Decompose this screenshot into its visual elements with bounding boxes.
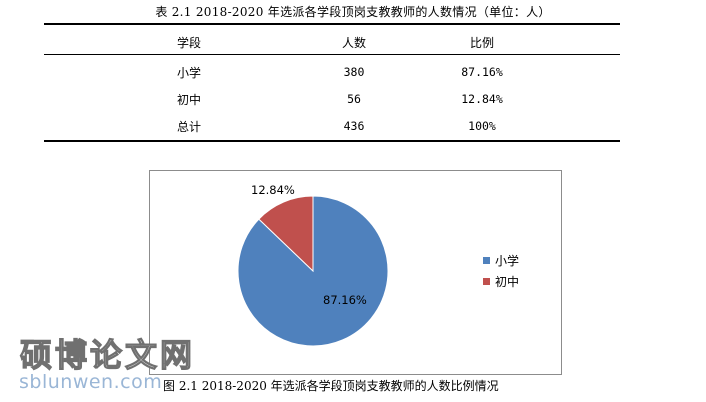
data-label-junior: 12.84% <box>251 183 295 197</box>
row-junior-count: 56 <box>347 92 361 106</box>
watermark-text-cn: 硕博论文网 <box>19 335 196 374</box>
watermark-logo: 硕博论文网 sblunwen.com <box>10 330 200 400</box>
row-total-ratio: 100% <box>468 119 496 133</box>
row-junior-ratio: 12.84% <box>461 92 503 106</box>
table-title: 表 2.1 2018-2020 年选派各学段顶岗支教教师的人数情况（单位：人） <box>155 5 551 19</box>
header-stage: 学段 <box>176 36 201 50</box>
legend-item-primary: 小学 <box>483 252 519 269</box>
pie-slice-junior <box>258 195 314 273</box>
figure-caption: 图 2.1 2018-2020 年选派各学段顶岗支教教师的人数比例情况 <box>163 379 499 393</box>
legend-item-junior: 初中 <box>483 273 519 290</box>
table-bottom-rule <box>44 140 620 142</box>
row-total-count: 436 <box>343 119 365 133</box>
legend-label-primary: 小学 <box>495 254 520 268</box>
legend-swatch-junior <box>483 278 490 285</box>
legend-swatch-primary <box>483 257 490 264</box>
watermark-text-en: sblunwen.com <box>19 371 163 393</box>
pie-chart-svg <box>237 195 389 347</box>
header-ratio: 比例 <box>469 36 494 50</box>
row-primary-ratio: 87.16% <box>461 65 503 79</box>
table-header-rule <box>44 54 620 55</box>
header-count: 人数 <box>341 36 366 50</box>
table-top-rule <box>44 23 620 25</box>
legend-label-junior: 初中 <box>495 275 520 289</box>
row-primary-stage: 小学 <box>176 66 201 80</box>
row-primary-count: 380 <box>343 65 365 79</box>
pie-chart: 87.16% 12.84% 小学 初中 <box>149 170 562 375</box>
row-total-stage: 总计 <box>176 120 201 134</box>
data-label-primary: 87.16% <box>323 293 367 307</box>
row-junior-stage: 初中 <box>176 93 201 107</box>
